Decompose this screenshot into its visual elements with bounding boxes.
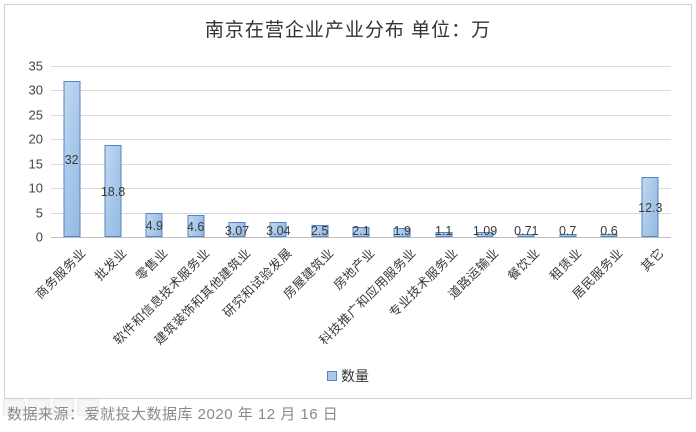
bar-房屋建筑业[interactable] [311, 224, 329, 237]
bar-专业技术服务业[interactable] [435, 231, 453, 237]
bar-value-label: 4.9 [145, 219, 164, 234]
bar-slot: 2.1 [340, 66, 381, 238]
bar-value-label: 4.6 [186, 219, 205, 234]
bar-value-label: 2.1 [352, 224, 370, 238]
y-axis-tick-label: 5 [35, 205, 43, 221]
bar-value-label: 0.71 [514, 224, 539, 238]
y-axis-tick-label: 25 [28, 107, 43, 123]
bar-slot: 12.3 [630, 66, 671, 237]
gridline [51, 114, 671, 116]
bar-value-label: 1.9 [393, 224, 412, 238]
bar-商务服务业[interactable] [63, 80, 81, 237]
gridline [51, 66, 671, 67]
bar-餐饮业[interactable] [517, 233, 535, 237]
legend-label: 数量 [341, 368, 369, 384]
y-axis-tick-label: 30 [28, 82, 43, 98]
bar-slot: 0.71 [506, 66, 547, 238]
x-axis-line [51, 237, 671, 238]
bar-slot: 1.9 [382, 66, 423, 238]
bar-value-label: 18.8 [100, 185, 126, 200]
bar-零售业[interactable] [145, 213, 163, 237]
chart-frame: 南京在营企业产业分布 单位：万 0 5 10 15 20 25 30 35 商务服务业 32 批发业… [4, 4, 692, 399]
bar-slot: 3.07 [216, 66, 257, 238]
bar-其它[interactable] [641, 176, 659, 237]
bar-居民服务业[interactable] [600, 234, 618, 237]
bar-房地产业[interactable] [352, 226, 370, 237]
bar-value-label: 2.5 [310, 224, 329, 238]
bar-租赁业[interactable] [559, 233, 577, 237]
y-axis-tick-label: 20 [28, 131, 43, 147]
bar-slot: 4.9 [134, 66, 175, 237]
x-axis-category-label: 其它 [638, 245, 668, 275]
legend-swatch-icon [327, 371, 337, 381]
plot-area: 0 5 10 15 20 25 30 35 商务服务业 32 批发业 18.8 零售业 4.9 软件和信息技… [29, 59, 671, 348]
bar-slot: 0.6 [588, 66, 629, 238]
x-axis-category-label: 批发业 [92, 245, 130, 284]
y-axis-tick-label: 10 [28, 180, 43, 196]
bar-slot: 1.1 [423, 66, 464, 238]
bar-value-label: 1.1 [434, 224, 453, 238]
bar-slot: 18.8 [92, 66, 133, 237]
bar-value-label: 3.04 [266, 223, 291, 238]
bar-批发业[interactable] [104, 145, 122, 237]
bar-道路运输业[interactable] [476, 231, 494, 237]
bar-value-label: 1.09 [472, 224, 498, 238]
y-axis-tick-label: 0 [35, 229, 43, 245]
x-axis-category-label: 餐饮业 [505, 245, 544, 284]
bar-slot: 2.5 [299, 66, 340, 238]
gridline [51, 163, 671, 165]
legend[interactable]: 数量 [327, 366, 369, 386]
bar-建筑装饰和其他建筑业[interactable] [228, 222, 246, 237]
x-axis-category-label: 商务服务业 [32, 245, 89, 302]
y-axis-tick-label: 15 [28, 156, 43, 172]
gridline [51, 212, 671, 214]
bar-科技推广和应用服务业[interactable] [393, 227, 411, 237]
bar-slot: 4.6 [175, 66, 216, 237]
bar-软件和信息技术服务业[interactable] [187, 214, 205, 237]
data-source-note: 数据来源：爱就投大数据库 2020 年 12 月 16 日 [7, 406, 339, 423]
y-axis-tick-label: 35 [28, 58, 43, 74]
bar-slot: 32 [51, 66, 92, 237]
bar-研究和试验发展[interactable] [269, 222, 287, 237]
bar-value-label: 0.6 [600, 224, 618, 238]
bar-value-label: 32 [64, 152, 79, 167]
chart-title: 南京在营企业产业分布 单位：万 [204, 20, 492, 41]
gridline [51, 90, 671, 92]
bar-value-label: 0.7 [558, 224, 577, 238]
bar-value-label: 12.3 [638, 200, 663, 215]
bar-value-label: 3.07 [224, 223, 250, 238]
gridline [51, 139, 671, 141]
gridline [51, 188, 671, 190]
bar-slot: 0.7 [547, 66, 588, 238]
bar-slot: 3.04 [258, 66, 299, 238]
bar-slot: 1.09 [464, 66, 505, 238]
